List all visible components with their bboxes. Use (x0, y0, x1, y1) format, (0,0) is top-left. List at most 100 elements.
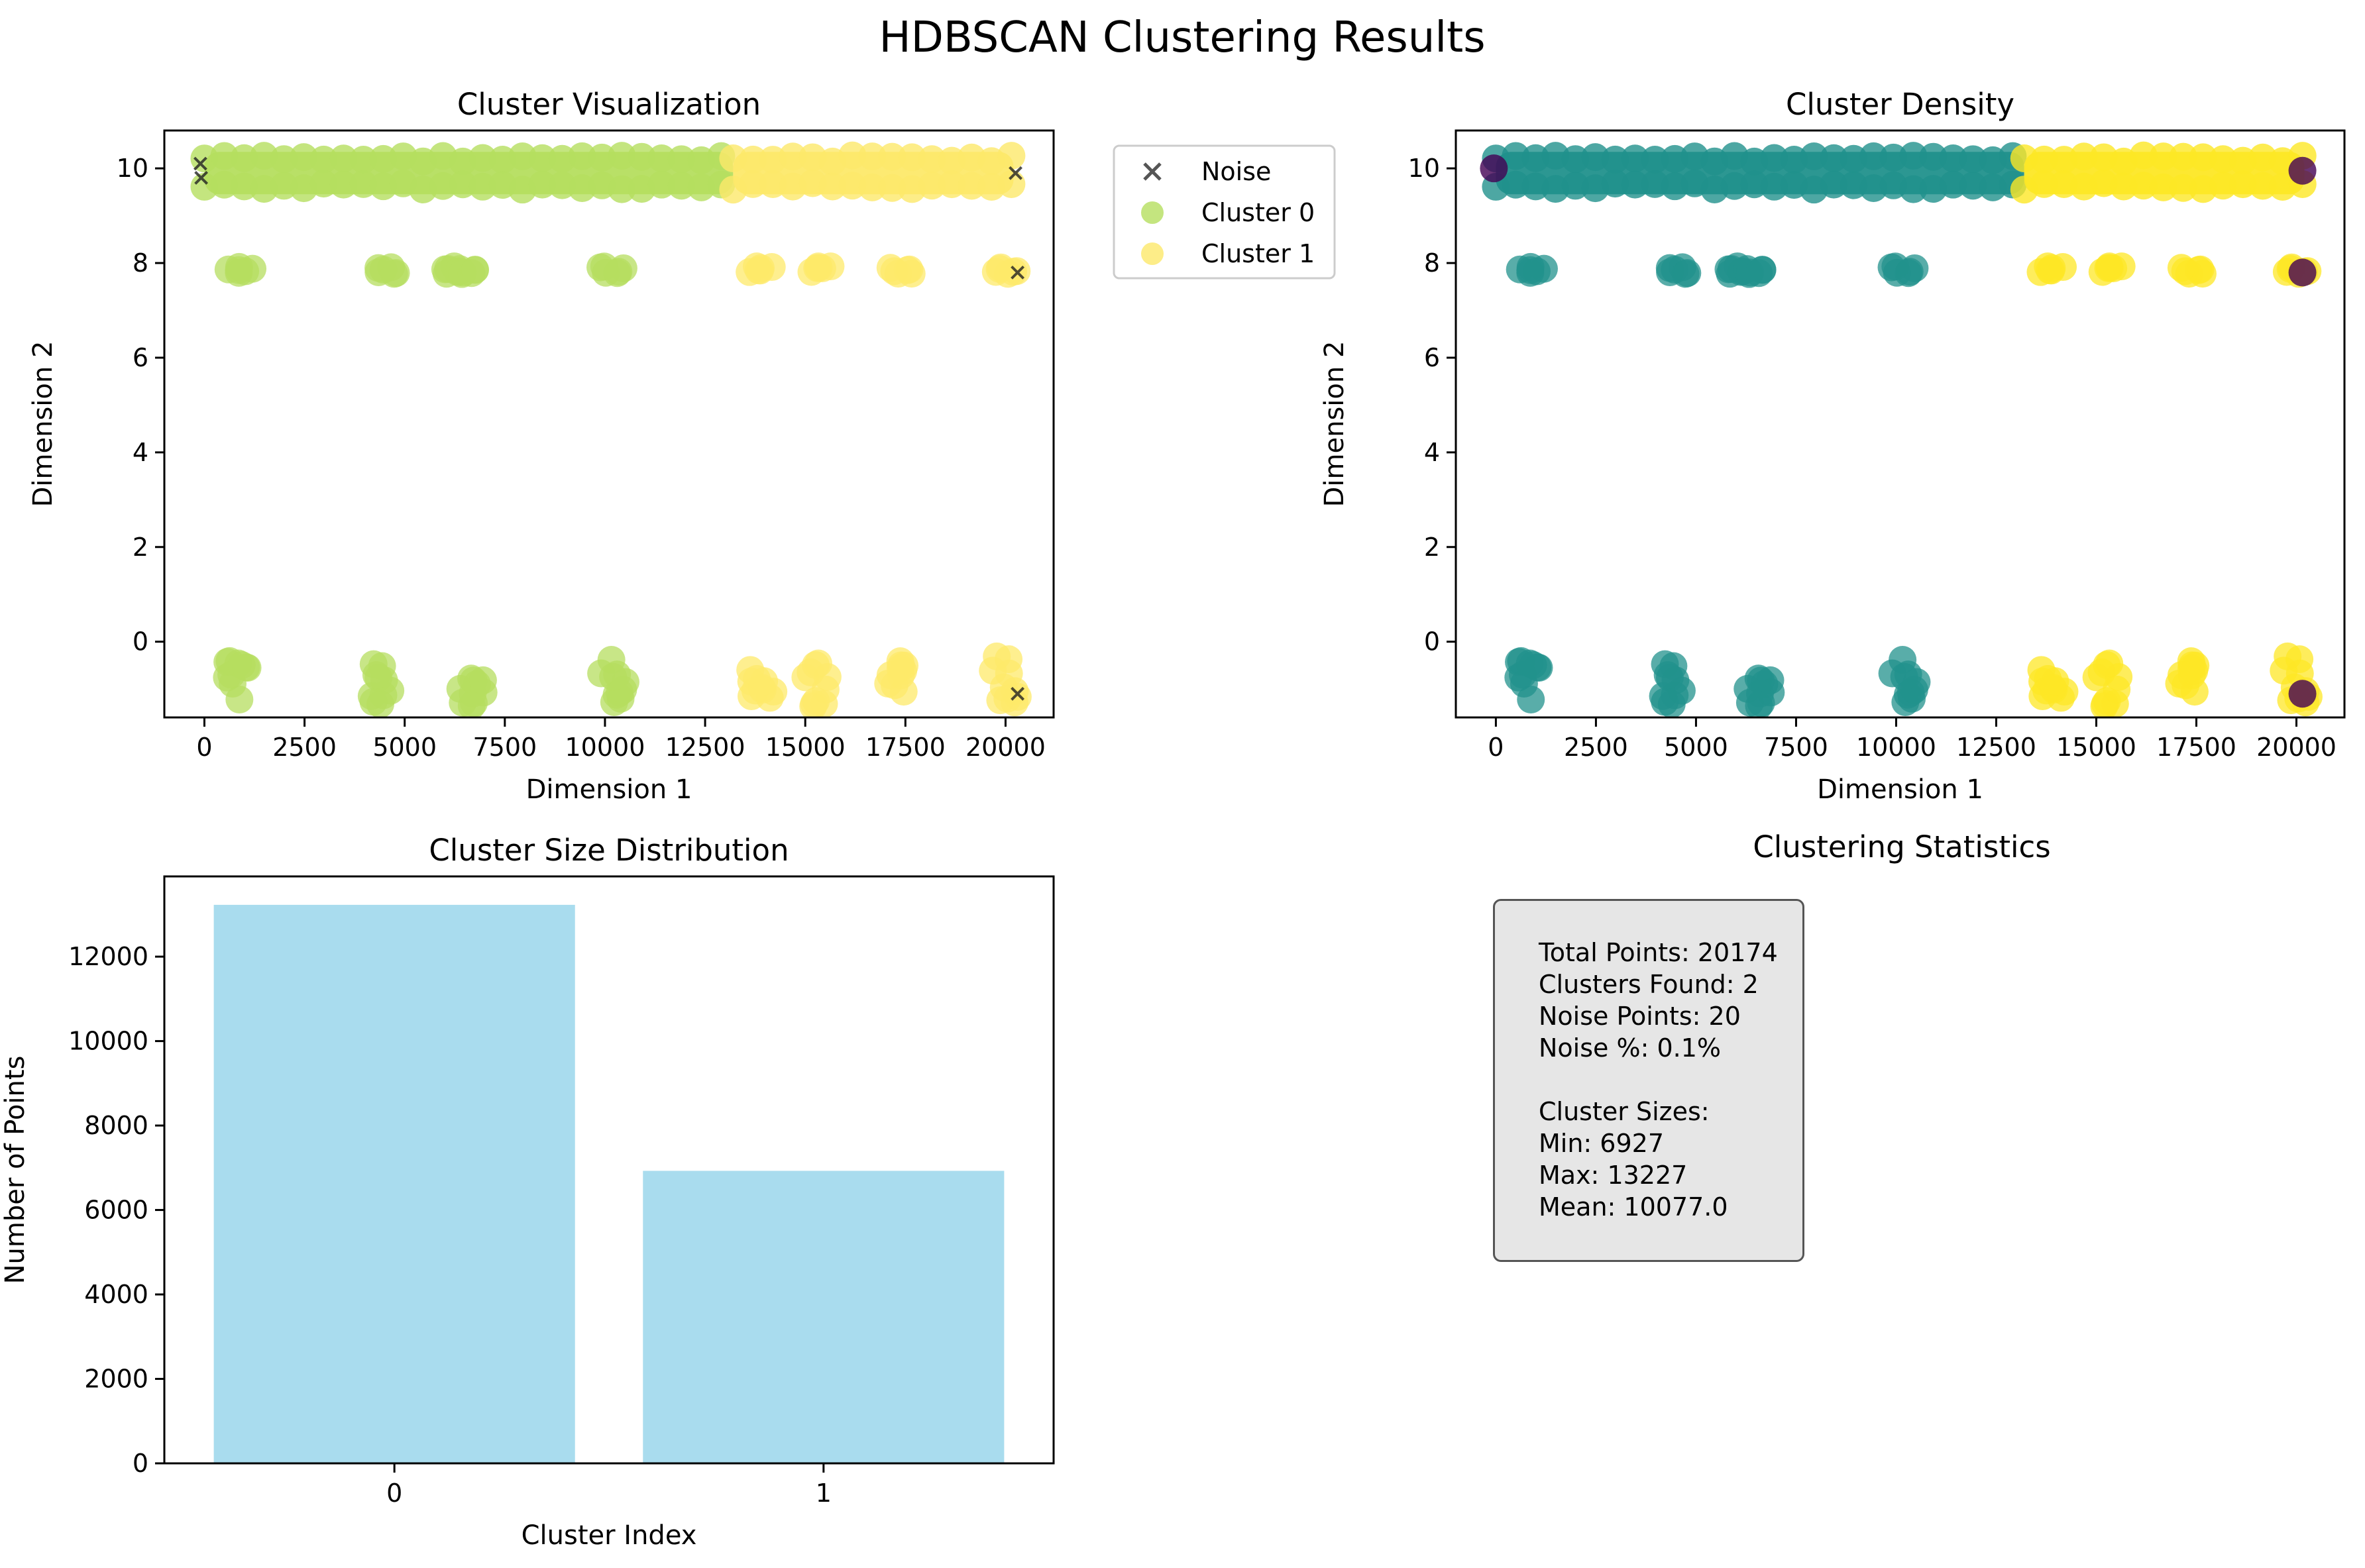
cluster-density-point (2228, 170, 2257, 199)
stats-line: Mean: 10077.0 (1539, 1192, 1728, 1222)
cluster-density-point (1959, 145, 1987, 174)
cluster-density-point (1820, 170, 1848, 199)
cluster-density-point (1760, 144, 1788, 172)
cluster-size-distribution-ytick-label: 0 (133, 1449, 148, 1478)
cluster-visualization-xtick-label: 15000 (765, 733, 846, 762)
cluster-density-point (1939, 144, 1967, 173)
stats-panel: Total Points: 20174 Clusters Found: 2 Nois… (1493, 899, 1804, 1262)
cluster-density-point (2103, 675, 2131, 704)
cluster-density-point (2288, 258, 2317, 287)
cluster-size-distribution-xtick-label: 0 (386, 1479, 402, 1508)
cluster-visualization-series-cluster-1 (719, 141, 1032, 717)
cluster-visualization-point (359, 688, 388, 716)
cluster-visualization-noise-point (1011, 686, 1025, 701)
cluster-density-point (2030, 145, 2058, 174)
cluster-density-point (1641, 146, 1669, 174)
cluster-density-point (2095, 649, 2124, 678)
cluster-visualization-point (739, 170, 767, 198)
stats-line: Max: 13227 (1539, 1161, 1688, 1190)
stats-panel-title: Clustering Statistics (1753, 829, 2050, 864)
cluster-visualization-point (918, 172, 946, 200)
cluster-density-xtick-label: 10000 (1856, 733, 1936, 762)
cluster-density-point (1859, 142, 1888, 170)
cluster-visualization-point (918, 145, 946, 174)
cluster-density-point (1899, 142, 1928, 170)
cluster-visualization-point (449, 258, 477, 287)
cluster-visualization-ytick-label: 2 (133, 533, 148, 562)
cluster-density-ytick-label: 6 (1424, 343, 1440, 372)
legend-label-cluster-1: Cluster 1 (1201, 239, 1315, 268)
cluster-density-point (2169, 142, 2197, 171)
cluster-visualization-point (667, 145, 696, 174)
cluster-visualization-noise-point (1009, 166, 1022, 180)
cluster-density-xtick-label: 5000 (1664, 733, 1728, 762)
cluster-visualization-frame (163, 129, 1055, 719)
cluster-density-point (2167, 661, 2195, 690)
cluster-size-distribution-ytick-label: 8000 (84, 1111, 148, 1140)
cluster-density-point (2049, 253, 2077, 282)
cluster-visualization-series-noise (193, 156, 1025, 701)
cluster-visualization-noise-point (193, 156, 207, 171)
cluster-visualization-xtick-label: 10000 (565, 733, 645, 762)
cluster-visualization-series-cluster-0 (190, 142, 736, 717)
cluster-size-distribution-title: Cluster Size Distribution (429, 833, 789, 868)
cluster-visualization-plot-area (190, 141, 1032, 717)
stats-line: Cluster Sizes: (1539, 1097, 1710, 1126)
cluster-visualization-xtick-label: 0 (196, 733, 212, 762)
cluster-visualization-xtick-label: 5000 (372, 733, 437, 762)
cluster-visualization-point (227, 651, 256, 679)
cluster-visualization-point (938, 170, 966, 199)
cluster-visualization-point (608, 142, 636, 170)
cluster-size-distribution-ylabel: Number of Points (0, 1056, 30, 1284)
cluster-visualization-xtick-label: 12500 (665, 733, 745, 762)
cluster-density-point (1820, 144, 1848, 172)
cluster-density-point (1881, 252, 1910, 281)
cluster-density-point (1720, 172, 1749, 200)
cluster-visualization-point (647, 170, 676, 199)
cluster-visualization-point (997, 170, 1026, 198)
cluster-visualization-point (878, 174, 907, 202)
legend-box (1113, 144, 1336, 280)
cluster-density-series-series (2010, 141, 2323, 717)
cluster-size-distribution-xtick-label: 1 (816, 1479, 832, 1508)
cluster-density-point (2167, 254, 2195, 282)
cluster-density-series-series (1482, 142, 2027, 717)
legend-marker-cluster-0 (1141, 201, 1164, 224)
cluster-density-point (1736, 258, 1765, 287)
cluster-density-series-series (1480, 154, 2317, 708)
cluster-density-xtick-label: 20000 (2256, 733, 2337, 762)
cluster-visualization-point (628, 142, 656, 171)
cluster-density-point (1621, 144, 1649, 173)
cluster-density-point (1519, 651, 1547, 679)
legend-marker-cluster-1 (1141, 242, 1164, 265)
cluster-density-point (1745, 680, 1774, 708)
cluster-visualization-point (329, 170, 358, 199)
cluster-size-distribution-ytick-label: 12000 (68, 942, 148, 971)
cluster-visualization-point (647, 144, 676, 173)
cluster-density-point (2288, 680, 2317, 708)
stats-line: Total Points: 20174 (1539, 938, 1778, 967)
cluster-density-point (2149, 173, 2177, 201)
cluster-visualization-title: Cluster Visualization (457, 87, 761, 122)
cluster-size-distribution-ytick-label: 6000 (84, 1196, 148, 1225)
cluster-visualization-point (958, 172, 986, 200)
cluster-size-distribution-axes: Cluster Size Distribution Cluster Index Nu… (0, 833, 1055, 1551)
cluster-visualization-point (878, 142, 907, 171)
cluster-visualization-ytick-label: 4 (133, 438, 148, 467)
cluster-visualization-xtick-label: 2500 (272, 733, 337, 762)
cluster-visualization-point (382, 259, 410, 287)
cluster-visualization-point (528, 144, 557, 172)
cluster-visualization-ytick-label: 10 (117, 154, 148, 183)
cluster-density-point (1878, 659, 1906, 688)
cluster-density-point (2248, 172, 2277, 200)
cluster-visualization-point (838, 172, 867, 200)
cluster-density-ytick-label: 0 (1424, 627, 1440, 656)
cluster-density-point (2010, 144, 2038, 172)
cluster-density-ytick-label: 8 (1424, 248, 1440, 278)
cluster-density-point (2129, 172, 2158, 200)
cluster-density-point (1653, 661, 1682, 690)
stats-line: Min: 6927 (1539, 1129, 1665, 1158)
cluster-visualization-point (349, 146, 378, 174)
cluster-visualization-point (779, 142, 807, 171)
